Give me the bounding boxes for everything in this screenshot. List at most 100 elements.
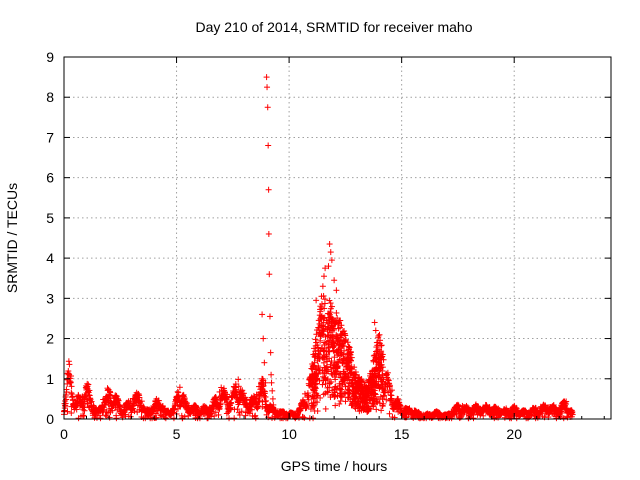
data-point <box>321 305 328 312</box>
data-point <box>370 357 377 364</box>
data-point <box>73 406 80 413</box>
data-point <box>326 297 333 304</box>
data-point <box>68 383 75 390</box>
y-tick-label: 5 <box>46 210 54 226</box>
data-point <box>322 390 329 397</box>
data-point <box>375 396 382 403</box>
data-point <box>371 319 378 326</box>
data-point <box>328 303 335 310</box>
data-point <box>326 241 333 248</box>
data-point <box>327 300 334 307</box>
data-point <box>345 373 352 380</box>
data-point <box>377 337 384 344</box>
data-point <box>315 355 322 362</box>
data-point <box>367 380 374 387</box>
data-point <box>261 388 268 395</box>
data-point <box>319 381 326 388</box>
data-point <box>67 379 74 386</box>
data-point <box>332 374 339 381</box>
data-point <box>235 383 242 390</box>
data-point <box>386 410 393 417</box>
data-point <box>322 405 329 412</box>
data-point <box>309 366 316 373</box>
data-point <box>345 355 352 362</box>
data-point <box>68 410 75 417</box>
data-point <box>301 414 308 421</box>
plot-frame <box>63 56 612 420</box>
data-point <box>268 371 275 378</box>
data-point <box>379 385 386 392</box>
y-tick-label: 1 <box>46 371 54 387</box>
y-tick-label: 8 <box>46 89 54 105</box>
data-point <box>212 409 219 416</box>
data-point <box>337 342 344 349</box>
data-point <box>371 387 378 394</box>
data-point <box>266 271 273 278</box>
data-point <box>224 391 231 398</box>
data-point <box>365 389 372 396</box>
data-point <box>113 415 120 422</box>
data-point <box>346 390 353 397</box>
data-point <box>331 389 338 396</box>
data-point <box>369 397 376 404</box>
data-point <box>319 283 326 290</box>
data-point <box>80 413 87 420</box>
data-point <box>269 395 276 402</box>
data-point <box>264 84 271 91</box>
data-point <box>325 263 332 270</box>
y-tick-label: 4 <box>46 250 54 266</box>
data-point <box>331 340 338 347</box>
data-point <box>368 383 375 390</box>
data-point <box>213 394 220 401</box>
data-point <box>228 400 235 407</box>
data-point <box>323 351 330 358</box>
x-tick-label: 15 <box>394 426 410 442</box>
data-point <box>387 382 394 389</box>
data-point <box>233 384 240 391</box>
data-point <box>155 397 162 404</box>
data-point <box>320 315 327 322</box>
data-point <box>376 356 383 363</box>
data-point <box>333 287 340 294</box>
data-point <box>79 412 86 419</box>
data-point <box>378 376 385 383</box>
y-tick-label: 2 <box>46 331 54 347</box>
data-point <box>373 348 380 355</box>
data-point <box>263 74 270 81</box>
data-point <box>356 385 363 392</box>
data-point <box>310 351 317 358</box>
data-point <box>320 373 327 380</box>
data-point <box>311 394 318 401</box>
data-point <box>480 412 487 419</box>
y-tick-label: 7 <box>46 129 54 145</box>
data-point <box>324 389 331 396</box>
data-point <box>260 382 267 389</box>
x-tick-label: 5 <box>173 426 181 442</box>
data-point <box>227 404 234 411</box>
data-point <box>312 336 319 343</box>
data-point <box>211 413 218 420</box>
data-point <box>269 387 276 394</box>
data-point <box>68 373 75 380</box>
data-points <box>61 74 576 422</box>
data-point <box>341 328 348 335</box>
data-point <box>81 407 88 414</box>
data-point <box>176 384 183 391</box>
data-point <box>263 397 270 404</box>
data-point <box>369 370 376 377</box>
data-point <box>348 354 355 361</box>
data-point <box>351 393 358 400</box>
data-point <box>236 412 243 419</box>
y-tick-label: 0 <box>46 411 54 427</box>
data-point <box>85 381 92 388</box>
data-point <box>361 391 368 398</box>
data-point <box>313 297 320 304</box>
data-point <box>336 400 343 407</box>
data-point <box>215 411 222 418</box>
data-point <box>322 340 329 347</box>
data-point <box>343 336 350 343</box>
data-point <box>395 395 402 402</box>
data-point <box>162 415 169 422</box>
data-point <box>351 364 358 371</box>
